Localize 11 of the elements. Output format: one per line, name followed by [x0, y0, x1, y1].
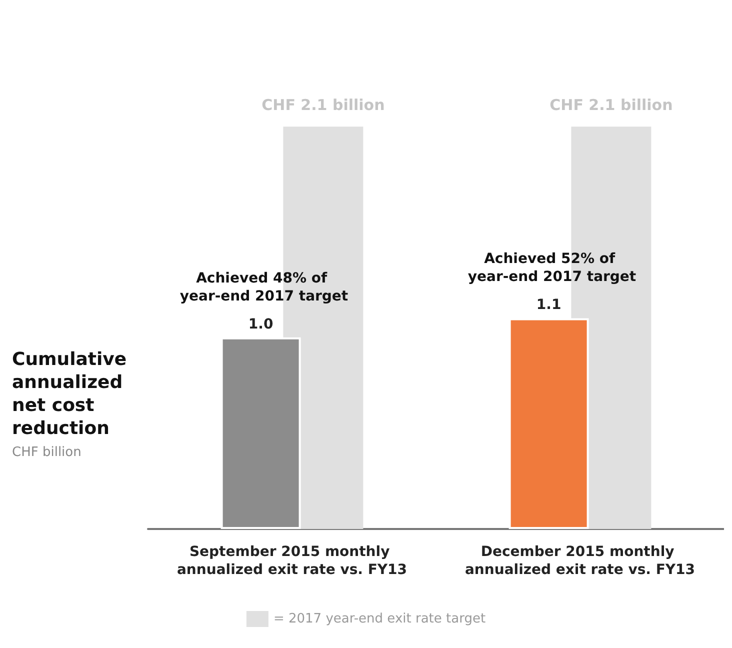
data-label: 1.0 [248, 316, 274, 332]
annotation: Achieved 48% of year-end 2017 target [180, 270, 348, 304]
legend-label: = 2017 year-end exit rate target [273, 612, 486, 626]
data-label: 1.1 [536, 297, 562, 314]
data-label: CHF 2.1 billion [550, 96, 673, 114]
x-tick-label: December 2015 monthly annualized exit rate vs. FY13 [464, 544, 696, 578]
x-tick-label: September 2015 monthly annualized exit rate vs. FY13 [176, 544, 408, 578]
data-label: CHF 2.1 billion [262, 96, 385, 114]
annotation: Achieved 52% of year-end 2017 target [468, 251, 636, 286]
y-axis-title: Cumulative annualized net cost reduction [12, 349, 127, 439]
text: CHF billion [12, 445, 82, 460]
